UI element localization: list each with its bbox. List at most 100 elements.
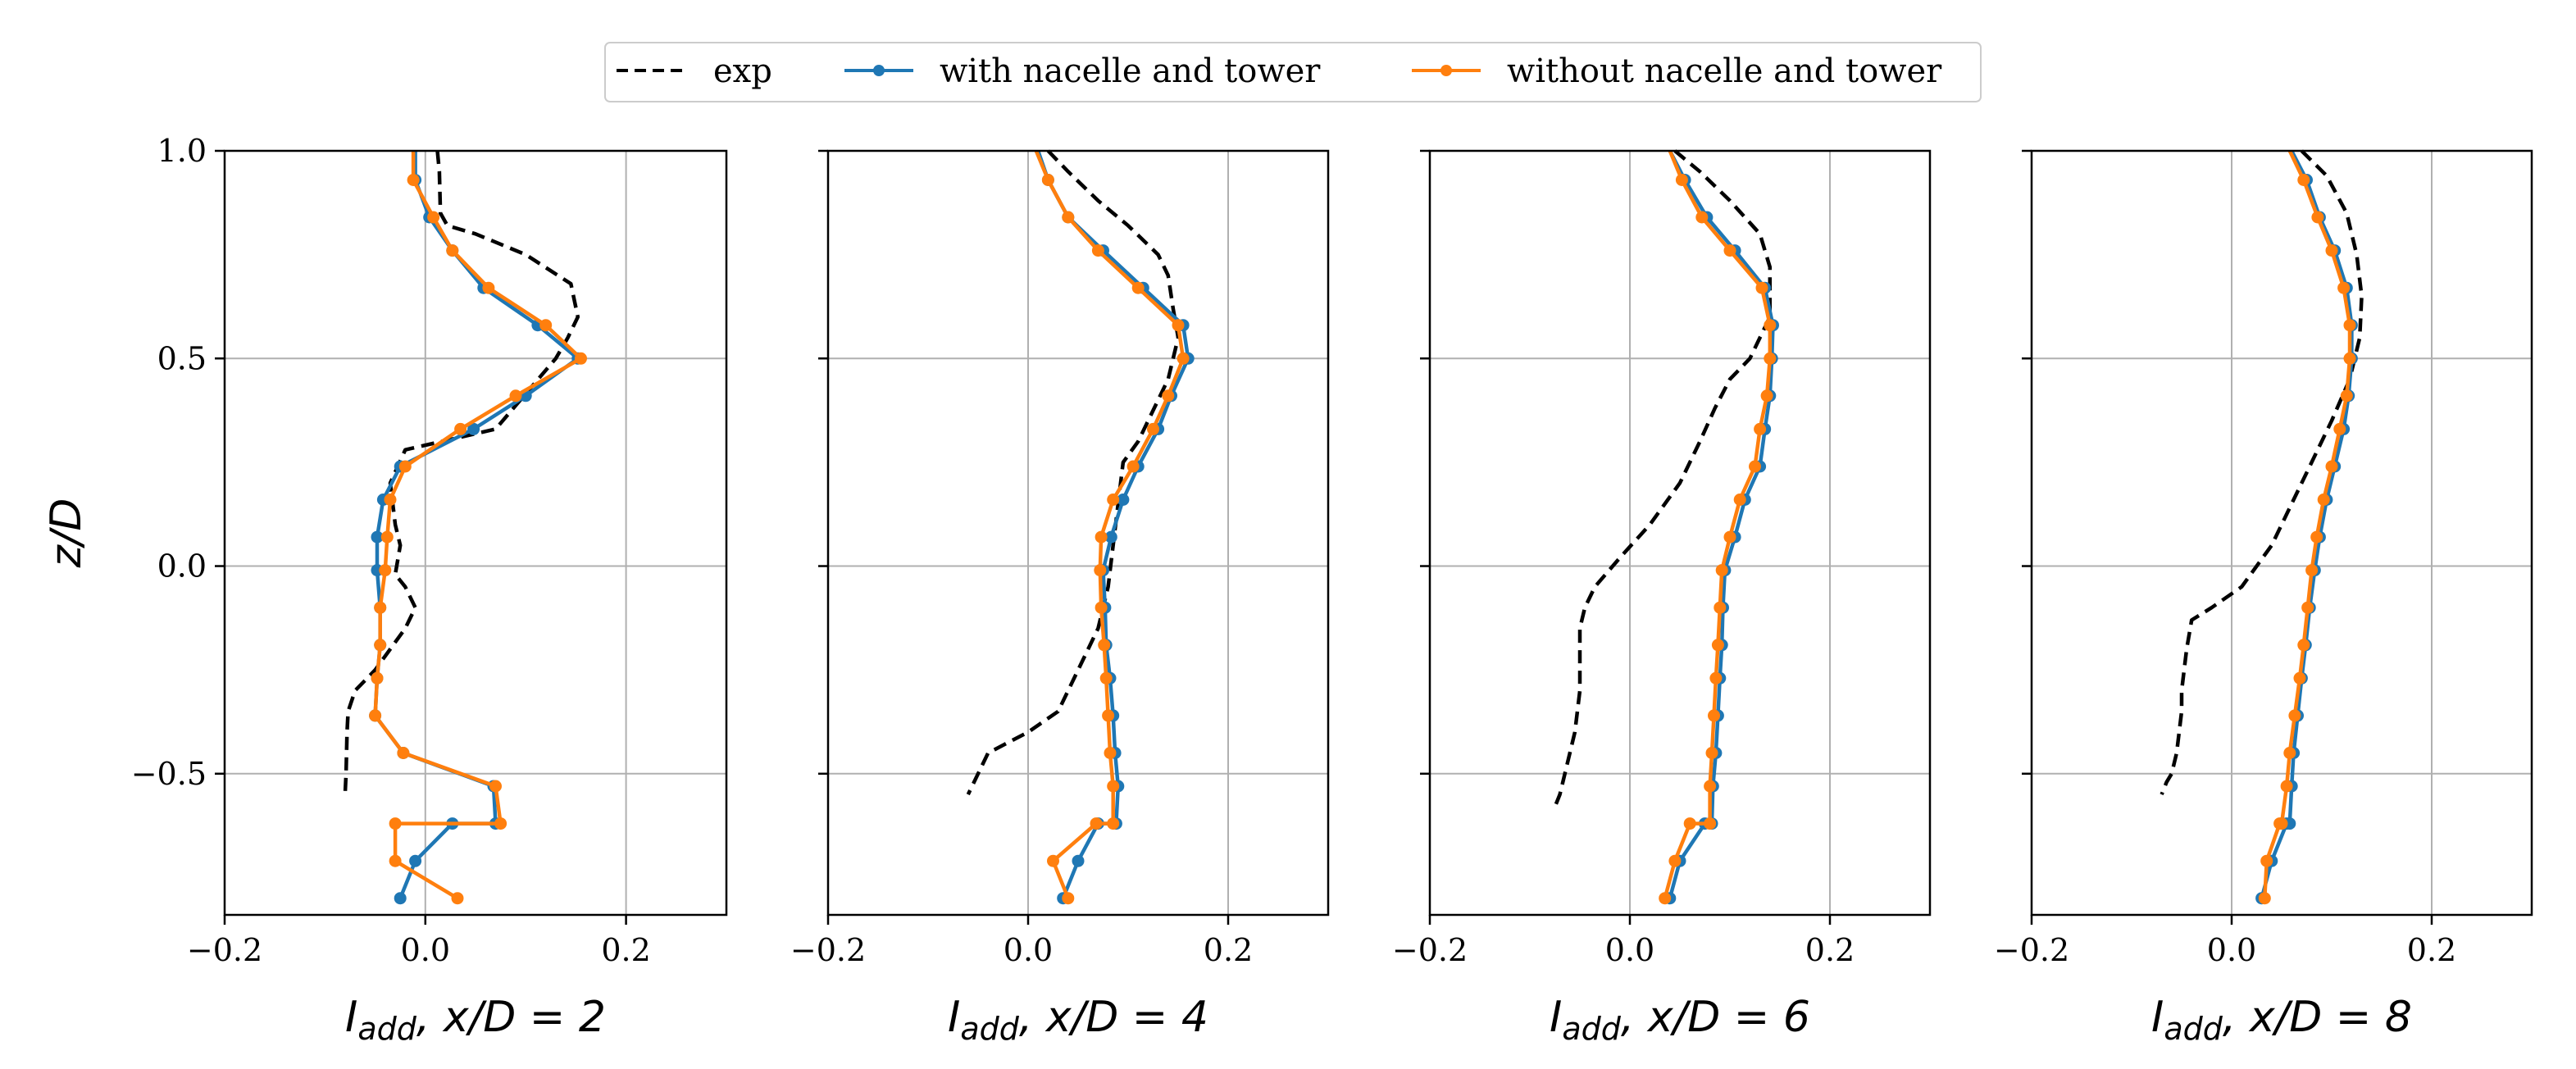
data-point <box>1102 709 1115 722</box>
x-axis-label: Iadd, x/D = 4 <box>948 993 1208 1047</box>
data-point <box>2325 460 2338 473</box>
x-tick-label: 0.2 <box>2407 932 2456 968</box>
data-point <box>1072 854 1085 867</box>
data-point <box>2297 174 2310 186</box>
data-point <box>1704 780 1717 793</box>
data-point <box>2273 817 2287 830</box>
data-point <box>575 352 587 365</box>
data-point <box>1723 530 1736 544</box>
data-point <box>2280 780 2293 793</box>
data-point <box>1062 211 1075 224</box>
data-point <box>539 319 553 332</box>
data-point <box>409 854 422 867</box>
data-point <box>1062 892 1075 905</box>
data-point <box>389 817 402 830</box>
x-tick-label: −0.2 <box>790 932 866 968</box>
data-point <box>2311 211 2324 224</box>
legend-label-without: without nacelle and tower <box>1507 52 1942 90</box>
data-point <box>2337 281 2351 294</box>
data-point <box>2260 854 2273 867</box>
data-point <box>2317 494 2330 506</box>
series-line-exp <box>966 149 1181 796</box>
data-point <box>1098 639 1111 652</box>
data-point <box>2310 530 2323 544</box>
panel-2: −0.2 0.0 0.2 Iadd, x/D = 4 <box>790 149 1330 1047</box>
axes-frame <box>223 149 728 917</box>
data-point <box>394 892 407 905</box>
data-point <box>427 211 440 224</box>
data-point <box>2288 709 2301 722</box>
data-point <box>1675 174 1688 186</box>
x-axis-label: Iadd, x/D = 8 <box>2151 993 2412 1047</box>
data-point <box>1176 352 1190 365</box>
x-tick-label: 0.0 <box>1605 932 1654 968</box>
data-point <box>407 174 420 186</box>
x-tick-label: 0.2 <box>1204 932 1253 968</box>
data-point <box>371 671 384 685</box>
data-point <box>397 747 410 759</box>
data-point <box>1708 709 1720 722</box>
data-point <box>2297 639 2310 652</box>
data-point <box>2333 422 2346 435</box>
data-point <box>1094 564 1107 577</box>
data-point <box>1126 460 1140 473</box>
data-point <box>1723 244 1736 257</box>
legend-frame <box>604 42 1982 102</box>
data-point <box>2305 564 2319 577</box>
data-point <box>1172 319 1185 332</box>
data-point <box>389 854 402 867</box>
data-point <box>1107 494 1120 506</box>
data-point <box>1659 892 1672 905</box>
data-point <box>2293 671 2306 685</box>
axes-frame <box>1428 149 1932 917</box>
data-point <box>2283 747 2296 759</box>
data-point <box>1095 601 1108 614</box>
legend-marker-without <box>1440 65 1452 76</box>
data-point <box>379 564 392 577</box>
data-point <box>1162 389 1175 403</box>
x-tick-label: −0.2 <box>1392 932 1468 968</box>
data-point <box>1733 494 1746 506</box>
x-axis-label: Iadd, x/D = 6 <box>1550 993 1810 1047</box>
data-point <box>2301 601 2314 614</box>
y-tick-label: 1.0 <box>157 133 207 169</box>
x-tick-label: 0.2 <box>601 932 650 968</box>
data-point <box>1709 671 1723 685</box>
data-point <box>1764 352 1777 365</box>
panel-4: −0.2 0.0 0.2 Iadd, x/D = 8 <box>1994 149 2533 1047</box>
data-point <box>1695 211 1709 224</box>
data-point <box>2325 244 2338 257</box>
series-line-with-nacelle-and-tower <box>2260 149 2354 899</box>
data-point <box>489 780 502 793</box>
data-point <box>2340 389 2353 403</box>
x-tick-label: 0.0 <box>2207 932 2256 968</box>
series-line-without-nacelle-and-tower <box>2263 150 2352 898</box>
data-point <box>2343 319 2356 332</box>
data-point <box>482 281 495 294</box>
series-line-exp <box>1553 149 1773 808</box>
data-point <box>398 460 412 473</box>
data-point <box>454 422 467 435</box>
data-point <box>1041 174 1054 186</box>
data-point <box>1131 281 1145 294</box>
data-point <box>1107 780 1120 793</box>
x-tick-label: 0.0 <box>401 932 450 968</box>
series-line-without-nacelle-and-tower <box>373 151 583 900</box>
data-point <box>467 422 480 435</box>
data-point <box>1095 530 1108 544</box>
y-axis-label: z/D <box>42 498 91 569</box>
series-line-exp <box>2160 149 2364 795</box>
legend-label-exp: exp <box>713 52 772 90</box>
data-point <box>1117 494 1130 506</box>
data-point <box>1091 244 1104 257</box>
data-point <box>1705 747 1718 759</box>
data-point <box>1104 530 1117 544</box>
data-point <box>1090 817 1103 830</box>
series-line-exp <box>343 150 580 795</box>
x-tick-label: 0.0 <box>1004 932 1053 968</box>
data-point <box>1704 817 1717 830</box>
data-point <box>1714 601 1727 614</box>
data-point <box>494 817 507 830</box>
data-point <box>509 389 522 403</box>
data-point <box>2343 352 2356 365</box>
